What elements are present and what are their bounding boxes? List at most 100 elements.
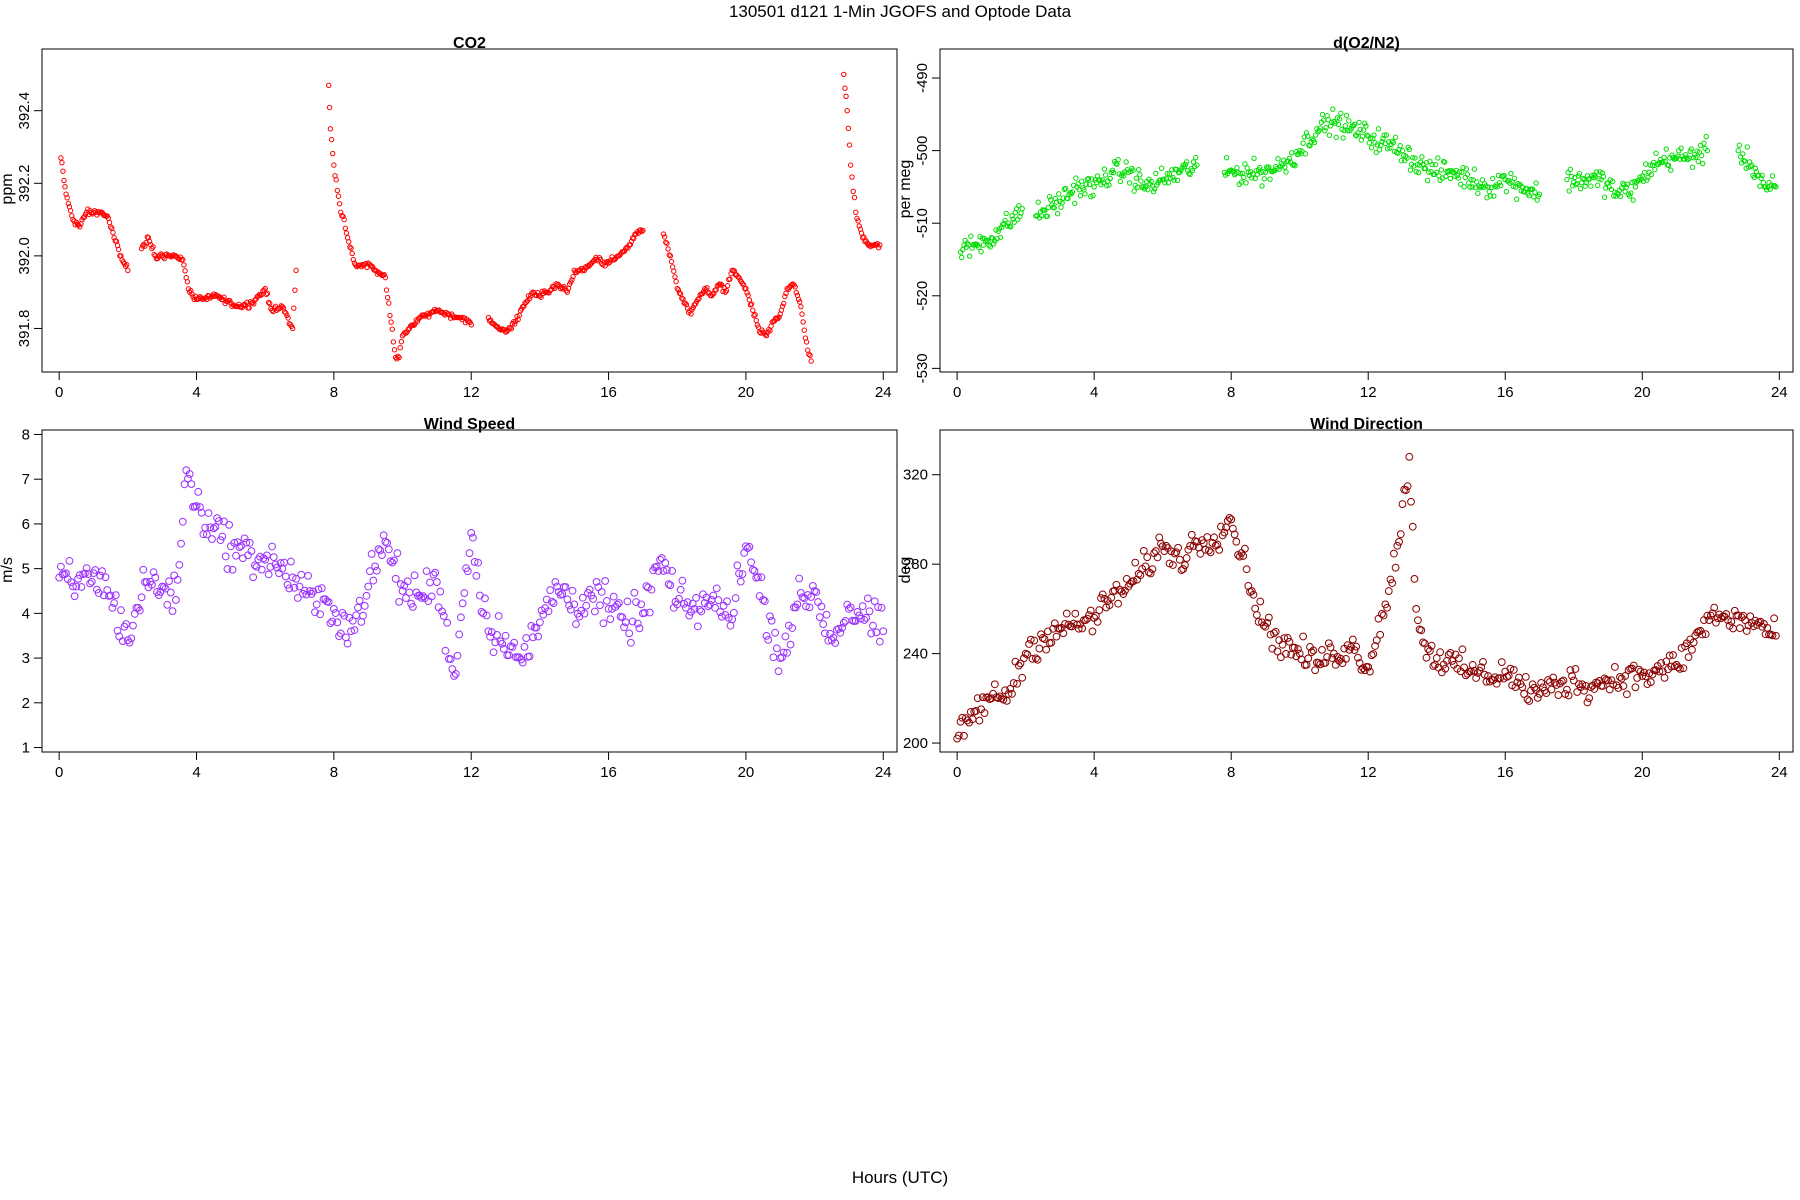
data-point bbox=[347, 244, 353, 250]
data-point bbox=[671, 268, 677, 274]
data-point bbox=[960, 731, 968, 740]
data-point bbox=[733, 561, 742, 570]
data-point bbox=[739, 280, 746, 287]
data-point bbox=[338, 209, 344, 216]
data-point bbox=[1642, 161, 1649, 167]
data-point bbox=[455, 630, 464, 639]
data-point bbox=[1346, 118, 1352, 124]
data-point bbox=[184, 474, 192, 483]
data-point bbox=[668, 567, 676, 575]
data-point bbox=[150, 244, 156, 250]
data-point bbox=[1026, 635, 1035, 644]
data-point bbox=[987, 244, 993, 250]
data-point bbox=[772, 644, 781, 653]
data-point bbox=[799, 311, 805, 317]
data-point bbox=[1630, 197, 1636, 203]
y-tick-label: -520 bbox=[914, 281, 931, 311]
data-point bbox=[333, 618, 342, 627]
data-point bbox=[441, 646, 450, 655]
data-point bbox=[1078, 178, 1085, 184]
data-point bbox=[1328, 654, 1337, 662]
data-point bbox=[597, 588, 606, 596]
data-point bbox=[637, 600, 646, 609]
data-point bbox=[1599, 170, 1606, 176]
data-point bbox=[493, 630, 501, 639]
data-point bbox=[1366, 667, 1374, 676]
data-point bbox=[1758, 175, 1764, 181]
data-point bbox=[343, 639, 352, 648]
data-point bbox=[431, 568, 440, 577]
data-point bbox=[1710, 603, 1719, 612]
data-point bbox=[831, 639, 840, 647]
x-axis-label: Hours (UTC) bbox=[851, 1168, 949, 1187]
data-point bbox=[1564, 176, 1570, 183]
data-point bbox=[293, 594, 302, 602]
data-point bbox=[450, 672, 458, 680]
data-point bbox=[1371, 132, 1377, 138]
data-point bbox=[1771, 631, 1780, 640]
data-point bbox=[745, 542, 754, 551]
data-point bbox=[1342, 123, 1349, 129]
data-point bbox=[1400, 152, 1407, 159]
data-point bbox=[797, 299, 803, 305]
data-point bbox=[877, 242, 883, 248]
data-point bbox=[1533, 693, 1542, 702]
data-point bbox=[285, 315, 291, 321]
data-point bbox=[405, 588, 414, 597]
data-point bbox=[347, 627, 355, 636]
data-point bbox=[1354, 653, 1362, 662]
data-point bbox=[645, 608, 654, 617]
data-point bbox=[522, 634, 531, 642]
data-point bbox=[446, 655, 455, 664]
data-point bbox=[61, 177, 67, 184]
data-point bbox=[675, 594, 683, 603]
data-point bbox=[289, 325, 296, 332]
data-point bbox=[67, 578, 76, 587]
data-point bbox=[817, 602, 826, 611]
data-point bbox=[1429, 662, 1438, 670]
data-point bbox=[1271, 627, 1280, 636]
data-point bbox=[601, 577, 610, 585]
data-point bbox=[1532, 189, 1538, 195]
data-point bbox=[1100, 179, 1106, 186]
data-point bbox=[336, 201, 343, 207]
data-point bbox=[681, 603, 690, 612]
data-point bbox=[1033, 655, 1042, 664]
data-point bbox=[1030, 636, 1039, 645]
data-point bbox=[1422, 165, 1429, 172]
data-point bbox=[1438, 167, 1444, 173]
data-point bbox=[1441, 664, 1450, 673]
x-tick-label: 12 bbox=[463, 384, 480, 401]
data-point bbox=[1140, 183, 1146, 189]
data-point bbox=[744, 290, 750, 296]
data-point bbox=[379, 531, 388, 540]
data-point bbox=[391, 574, 400, 583]
data-point bbox=[750, 307, 756, 314]
data-point bbox=[388, 558, 397, 567]
data-point bbox=[1419, 638, 1427, 647]
data-point bbox=[211, 523, 220, 531]
data-point bbox=[1139, 546, 1148, 555]
data-point bbox=[1595, 182, 1601, 189]
data-point bbox=[1682, 152, 1689, 158]
data-point bbox=[1688, 146, 1695, 152]
data-point bbox=[1073, 620, 1081, 629]
data-point bbox=[1324, 639, 1333, 648]
data-point bbox=[1342, 654, 1350, 663]
data-point bbox=[1335, 121, 1342, 128]
data-point bbox=[1741, 616, 1749, 624]
data-point bbox=[529, 633, 537, 642]
data-point bbox=[354, 603, 362, 612]
data-point bbox=[1062, 609, 1071, 618]
data-point bbox=[614, 599, 623, 607]
data-point bbox=[285, 584, 294, 593]
data-point bbox=[1097, 594, 1105, 602]
data-point bbox=[654, 567, 663, 575]
data-point bbox=[640, 608, 649, 617]
data-point bbox=[359, 261, 366, 268]
data-point bbox=[1291, 161, 1297, 168]
data-point bbox=[1766, 630, 1775, 639]
data-point bbox=[72, 221, 78, 228]
data-point bbox=[667, 253, 674, 259]
data-point bbox=[659, 567, 668, 575]
